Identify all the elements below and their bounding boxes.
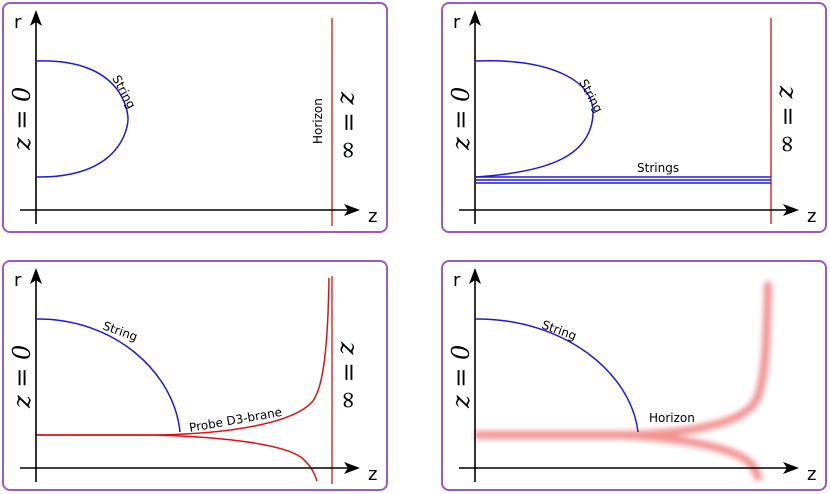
z-axis-arrow — [783, 204, 799, 216]
z-axis-label: z — [368, 464, 377, 485]
panel-2-canvas: r z String Strings z = 0 z = ∞ — [447, 10, 816, 227]
brane-lower-branch — [36, 434, 318, 482]
r-axis-label: r — [453, 12, 461, 33]
diagram-panel-4: r z String Horizon z = 0 — [441, 260, 827, 491]
strings-label: Strings — [637, 161, 679, 175]
z-axis-label: z — [807, 464, 816, 485]
string-label: String — [576, 77, 605, 115]
r-axis-arrow — [469, 10, 481, 26]
z-equals-infinity-label: z = ∞ — [335, 341, 363, 410]
z-axis-arrow — [783, 462, 799, 474]
z-equals-zero-label: z = 0 — [8, 87, 36, 151]
z-axis-arrow — [344, 462, 360, 474]
r-axis-label: r — [14, 270, 22, 291]
z-equals-zero-label: z = 0 — [447, 345, 475, 409]
r-axis-arrow — [30, 10, 42, 26]
z-equals-infinity-label: z = ∞ — [335, 91, 363, 160]
r-axis-arrow — [469, 268, 481, 284]
z-equals-infinity-label: z = ∞ — [774, 85, 802, 154]
panel-3-canvas: r z String Probe D3-brane z = 0 z = ∞ — [8, 268, 377, 485]
strings-bundle — [475, 176, 771, 184]
string-curve — [35, 318, 181, 433]
diagram-panel-1: r z String Horizon z = 0 z = ∞ — [2, 2, 388, 233]
r-axis-label: r — [14, 12, 22, 33]
string-label: String — [540, 318, 578, 343]
r-axis-label: r — [453, 270, 461, 291]
z-equals-zero-label: z = 0 — [447, 87, 475, 151]
probe-brane-label: Probe D3-brane — [188, 405, 283, 435]
diagram-panel-2: r z String Strings z = 0 z = ∞ — [441, 2, 827, 233]
r-axis-arrow — [30, 268, 42, 284]
string-label: String — [101, 319, 139, 344]
diagram-panel-3: r z String Probe D3-brane z = 0 z = ∞ — [2, 260, 388, 491]
z-equals-zero-label: z = 0 — [8, 345, 36, 409]
panel-1-canvas: r z String Horizon z = 0 z = ∞ — [8, 10, 377, 227]
panel-4-canvas: r z String Horizon z = 0 — [447, 268, 816, 485]
horizon-label: Horizon — [311, 98, 325, 144]
brane-upper-branch — [36, 277, 330, 436]
string-label: String — [109, 73, 138, 111]
z-axis-label: z — [368, 206, 377, 227]
z-axis-arrow — [344, 204, 360, 216]
string-curve — [35, 60, 129, 178]
string-curve — [474, 60, 594, 178]
horizon-label: Horizon — [649, 411, 695, 425]
z-axis-label: z — [807, 206, 816, 227]
string-curve — [474, 318, 639, 433]
horizon-surface — [475, 281, 772, 482]
